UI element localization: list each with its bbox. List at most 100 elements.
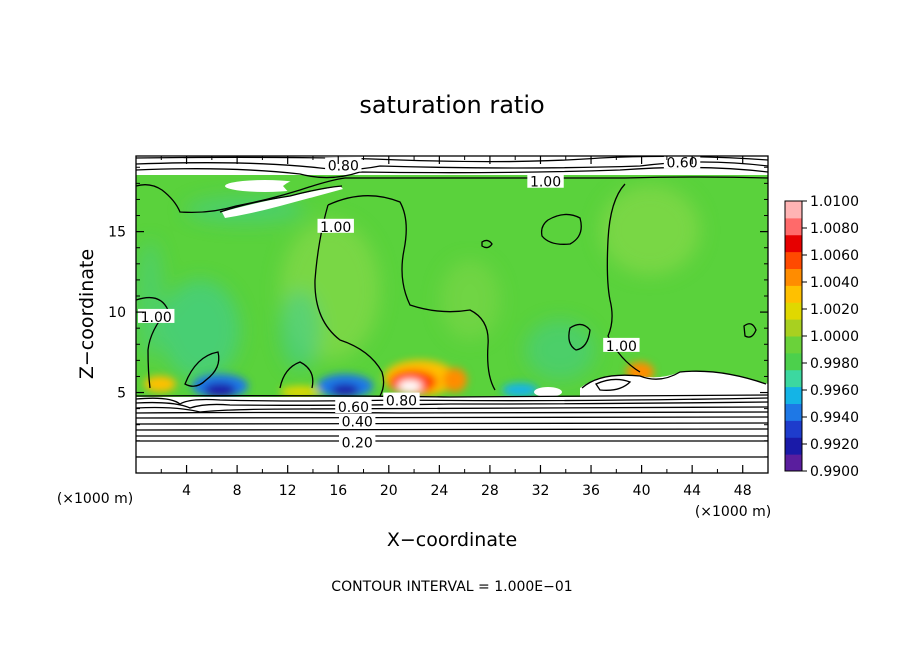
colorbar-swatch xyxy=(785,403,802,421)
contour-label: 0.60 xyxy=(666,155,697,171)
contour-label-bg xyxy=(603,337,640,352)
contour-1.00 xyxy=(481,239,493,249)
contour-label: 1.00 xyxy=(606,339,637,355)
contour-label: 1.00 xyxy=(320,220,351,236)
x-tick-label: 16 xyxy=(329,483,347,499)
colorbar-swatch xyxy=(785,268,802,286)
contour-label-bg xyxy=(663,156,701,169)
colorbar-label: 1.0080 xyxy=(810,221,859,237)
contour-lower-band xyxy=(136,416,768,419)
colorbar-label: 1.0000 xyxy=(810,329,859,345)
contour-lower-band xyxy=(136,422,768,425)
contour-upper-band xyxy=(219,185,343,213)
y-tick-label: 5 xyxy=(117,386,126,402)
colorbar-label: 1.0040 xyxy=(810,275,859,291)
contour-1.00 xyxy=(136,177,346,214)
lower-gap xyxy=(580,371,768,397)
moist-patch xyxy=(440,260,500,340)
colorbar-label: 1.0100 xyxy=(810,194,859,210)
chart-title: saturation ratio xyxy=(359,91,544,119)
contour-1.00 xyxy=(184,351,220,387)
x-axis: 4 8 12 16 20 24 28 32 36 40 44 48 xyxy=(160,156,752,499)
contour-1.00 xyxy=(314,204,385,397)
contour-lines xyxy=(136,156,768,458)
contour-lower-band xyxy=(136,428,768,431)
plot-area: 0.80 0.601.001.001.001.000.800.600.400.20 xyxy=(136,155,768,473)
x-tick-label: 32 xyxy=(532,483,550,499)
contour-label: 0.40 xyxy=(342,415,373,431)
dry-patch xyxy=(280,290,320,370)
x-axis-label: X−coordinate xyxy=(387,529,517,551)
x-tick-label: 44 xyxy=(683,483,701,499)
subsaturated-core xyxy=(331,384,359,396)
dry-patch xyxy=(160,280,240,380)
contour-label-bg xyxy=(527,173,564,188)
colorbar-swatch xyxy=(785,319,802,337)
colorbar-swatch xyxy=(785,369,802,388)
contour-label-bg xyxy=(138,308,175,323)
x-tick-label: 4 xyxy=(182,483,191,499)
contour-label: 0.80 xyxy=(328,159,359,175)
upper-gap xyxy=(225,180,305,192)
colorbar-label: 0.9960 xyxy=(810,383,859,399)
y-tick-label: 15 xyxy=(108,225,126,241)
supersaturated-core xyxy=(280,386,320,398)
contour-1.00 xyxy=(540,213,582,245)
colorbar-swatch xyxy=(785,302,802,320)
dry-patch xyxy=(136,240,164,360)
colorbar-label: 0.9940 xyxy=(810,410,859,426)
colorbar-label: 0.9980 xyxy=(810,356,859,372)
contour-gap-outline xyxy=(595,378,632,391)
subsaturated-core xyxy=(502,383,538,397)
contour-label: 0.80 xyxy=(386,394,417,410)
contour-label-bg xyxy=(339,413,376,428)
contour-gap-outline xyxy=(581,370,767,389)
contour-label-bg xyxy=(383,392,420,407)
colorbar-label: 0.9920 xyxy=(810,437,859,453)
x-tick-label: 28 xyxy=(481,483,499,499)
contour-label: 0.20 xyxy=(342,435,373,451)
x-unit-right: (×1000 m) xyxy=(695,504,771,520)
x-tick-label: 40 xyxy=(633,483,651,499)
colorbar-swatch xyxy=(785,420,802,438)
contour-1.00 xyxy=(568,323,591,351)
x-tick-label: 48 xyxy=(734,483,752,499)
contour-1.00 xyxy=(743,323,757,338)
colorbar-label: 1.0020 xyxy=(810,302,859,318)
colorbar-swatch xyxy=(785,201,802,219)
contour-lower-band xyxy=(136,394,768,398)
x-unit-left: (×1000 m) xyxy=(57,491,133,507)
y-tick-label: 10 xyxy=(108,305,126,321)
supersaturated-core xyxy=(144,376,176,392)
contour-interval-note: CONTOUR INTERVAL = 1.000E−01 xyxy=(331,579,572,595)
x-tick-label: 12 xyxy=(279,483,297,499)
colorbar-swatch xyxy=(785,285,802,303)
colorbar-swatch xyxy=(785,352,802,371)
contour-1.00 xyxy=(136,296,169,389)
y-axis: 5 10 15 xyxy=(108,166,768,458)
colorbar-swatch xyxy=(785,454,802,472)
x-tick-label: 20 xyxy=(380,483,398,499)
x-tick-label: 36 xyxy=(582,483,600,499)
moist-patch xyxy=(600,185,700,275)
contour-label: 0.60 xyxy=(338,400,369,416)
contour-lower-band xyxy=(136,397,768,405)
contour-label: 1.00 xyxy=(141,310,172,326)
lower-extremes xyxy=(144,360,654,398)
dry-patch xyxy=(525,320,595,380)
contour-1.00 xyxy=(327,195,496,391)
upper-gap xyxy=(222,186,343,218)
colorbar: 1.0100 1.0080 1.0060 1.0040 1.0020 1.0000 0.99… xyxy=(784,194,859,480)
contour-label-bg xyxy=(317,218,354,233)
colorbar-swatch xyxy=(785,386,802,404)
lower-gap xyxy=(534,387,562,397)
contour-label-bg xyxy=(339,434,376,449)
y-axis-label: Z−coordinate xyxy=(76,249,98,379)
contour-lower-band xyxy=(136,401,768,409)
colorbar-swatch xyxy=(785,251,802,269)
field-texture xyxy=(136,185,700,380)
contour-label-bg xyxy=(335,399,372,414)
subsaturated-core xyxy=(204,383,236,397)
colorbar-swatch xyxy=(785,217,802,236)
